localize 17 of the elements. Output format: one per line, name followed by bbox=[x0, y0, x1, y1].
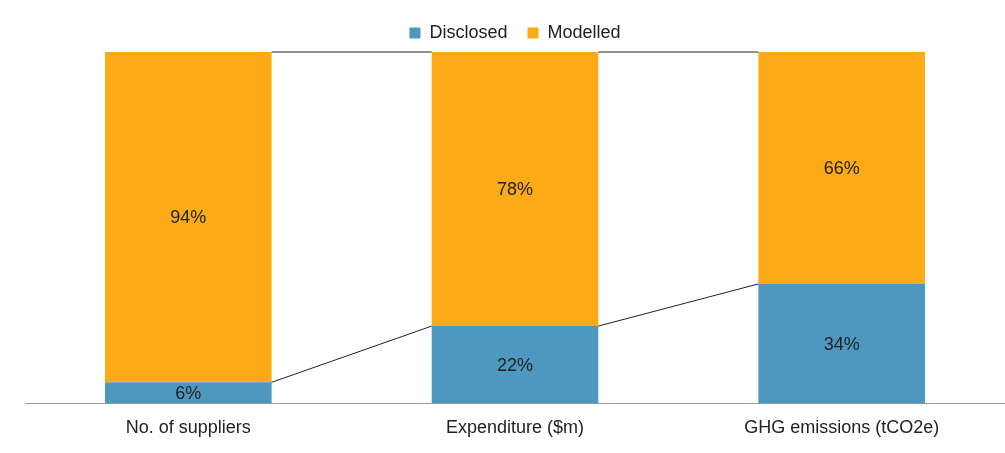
data-label: 66% bbox=[823, 157, 860, 178]
x-tick-label: Expenditure ($m) bbox=[445, 417, 585, 438]
data-label: 94% bbox=[170, 207, 207, 228]
bar bbox=[105, 382, 272, 404]
bar bbox=[431, 326, 599, 404]
data-label: 34% bbox=[823, 333, 860, 354]
legend-label: Modelled bbox=[547, 21, 621, 42]
x-tick-label: No. of suppliers bbox=[125, 417, 251, 438]
data-label: 22% bbox=[496, 354, 534, 375]
bar bbox=[431, 52, 599, 327]
bar bbox=[105, 52, 272, 383]
data-label: 78% bbox=[496, 179, 534, 200]
bar bbox=[758, 52, 925, 284]
legend-label: Disclosed bbox=[429, 21, 508, 42]
bar bbox=[758, 283, 925, 404]
x-tick-label: GHG emissions (tCO2e) bbox=[744, 417, 940, 438]
data-label: 6% bbox=[175, 382, 202, 403]
